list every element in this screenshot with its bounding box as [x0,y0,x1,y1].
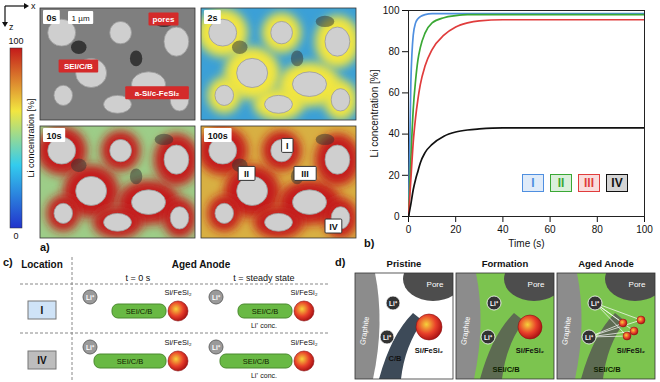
svg-text:I: I [286,141,289,151]
html-text:II: II [557,176,565,190]
svg-text:Graphite: Graphite [358,316,371,346]
svg-text:Graphite: Graphite [459,316,472,346]
svg-text:Li⁺ conc.: Li⁺ conc. [251,322,277,329]
svg-text:Li⁺: Li⁺ [490,300,499,307]
svg-text:80: 80 [388,46,400,57]
svg-text:Si/FeSi₂: Si/FeSi₂ [164,338,191,347]
svg-text:2s: 2s [207,13,217,23]
svg-text:a-Si/c-FeSi₂: a-Si/c-FeSi₂ [135,89,180,98]
svg-text:100: 100 [383,5,400,16]
svg-text:x: x [31,1,36,11]
svg-text:1 µm: 1 µm [72,14,90,23]
svg-text:Li⁺: Li⁺ [484,334,493,341]
svg-text:Pore: Pore [528,280,545,289]
html-text:III: III [584,176,594,190]
svg-text:40: 40 [497,224,509,235]
svg-text:Li⁺: Li⁺ [591,300,600,307]
svg-text:80: 80 [592,224,604,235]
svg-text:Si/FeSi₂: Si/FeSi₂ [290,288,317,297]
html-text:b): b) [364,237,375,249]
svg-text:0: 0 [394,211,400,222]
svg-text:Aged Anode: Aged Anode [172,259,231,270]
svg-text:40: 40 [388,128,400,139]
svg-text:t = 0 s: t = 0 s [126,273,151,283]
svg-text:0: 0 [13,231,18,241]
svg-text:c): c) [3,256,13,268]
svg-text:Li⁺: Li⁺ [212,344,221,351]
svg-text:II: II [244,169,249,179]
svg-text:III: III [301,169,309,179]
svg-text:IV: IV [37,355,47,366]
svg-text:100: 100 [8,36,23,46]
svg-text:Aged Anode: Aged Anode [578,258,634,269]
svg-text:SEI/C/B: SEI/C/B [593,365,621,374]
svg-text:0s: 0s [46,13,56,23]
svg-text:Pore: Pore [427,280,444,289]
svg-text:Si/FeSi₂: Si/FeSi₂ [617,346,645,355]
svg-text:Si/FeSi₂: Si/FeSi₂ [164,288,191,297]
svg-text:I: I [41,305,44,316]
svg-text:20: 20 [450,224,462,235]
svg-text:t = steady state: t = steady state [233,273,294,283]
svg-text:Li⁺: Li⁺ [86,344,95,351]
svg-text:100s: 100s [208,131,228,141]
html-text:I: I [531,176,535,190]
svg-text:SEI/C/B: SEI/C/B [126,307,153,316]
svg-text:SEI/C/B: SEI/C/B [117,357,144,366]
svg-text:Si/FeSi₂: Si/FeSi₂ [290,338,317,347]
svg-text:z: z [9,22,14,32]
svg-text:SEI/C/B: SEI/C/B [243,357,270,366]
svg-text:10s: 10s [47,131,62,141]
svg-text:Li⁺ conc.: Li⁺ conc. [251,372,277,379]
svg-text:SEI/C/B: SEI/C/B [64,62,93,71]
svg-text:20: 20 [388,170,400,181]
svg-text:Li⁺: Li⁺ [383,334,392,341]
svg-text:IV: IV [329,222,338,232]
svg-text:C/B: C/B [389,354,403,363]
svg-text:Li concentration [%]: Li concentration [%] [26,98,36,177]
svg-text:Si/FeSi₂: Si/FeSi₂ [415,346,443,355]
svg-text:Li⁺: Li⁺ [389,300,398,307]
svg-text:60: 60 [545,224,557,235]
svg-text:SEI/C/B: SEI/C/B [492,365,520,374]
svg-text:0: 0 [406,224,412,235]
svg-text:60: 60 [388,87,400,98]
svg-text:Location: Location [21,259,63,270]
svg-text:Formation: Formation [482,258,529,269]
svg-text:pores: pores [153,15,175,24]
svg-text:SEI/C/B: SEI/C/B [252,307,279,316]
svg-text:Li⁺: Li⁺ [212,294,221,301]
svg-text:d): d) [335,256,346,268]
html-text:IV: IV [611,176,623,190]
svg-text:Graphite: Graphite [560,316,573,346]
svg-text:100: 100 [636,224,653,235]
svg-text:Pore: Pore [629,280,646,289]
svg-text:a): a) [40,241,50,253]
svg-text:Li concentration [%]: Li concentration [%] [369,69,380,157]
svg-text:Li⁺: Li⁺ [86,294,95,301]
svg-text:Si/FeSi₂: Si/FeSi₂ [516,346,544,355]
svg-text:Time (s): Time (s) [508,238,544,249]
svg-text:Pristine: Pristine [387,258,422,269]
svg-text:Li⁺: Li⁺ [585,334,594,341]
